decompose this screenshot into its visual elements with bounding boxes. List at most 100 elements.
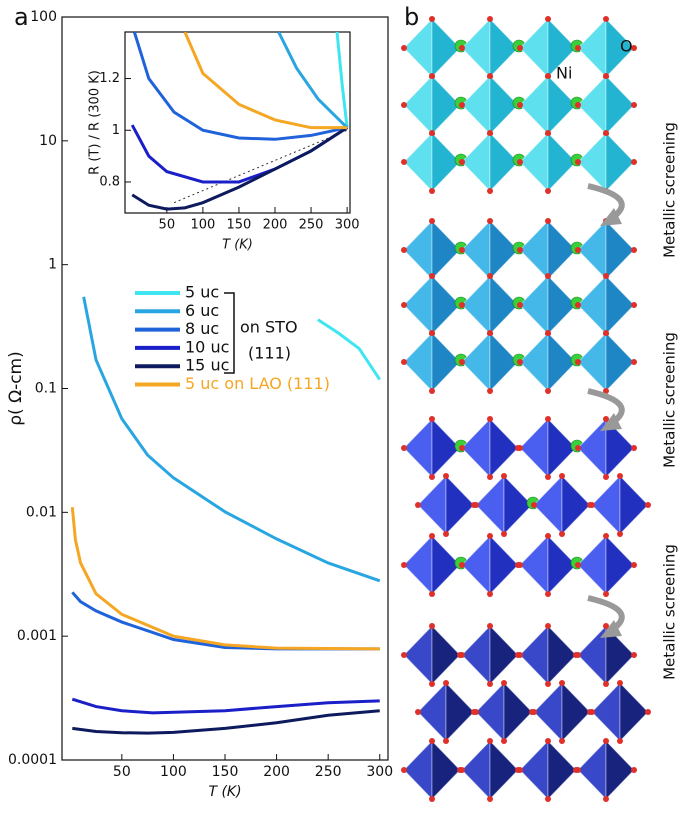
octahedron-face: [403, 624, 433, 686]
oxygen-atom: [531, 502, 537, 508]
octahedron-face: [605, 274, 635, 336]
oxygen-atom: [517, 767, 523, 773]
oxygen-atom: [545, 474, 551, 480]
data-line: [183, 32, 348, 130]
data-line: [82, 296, 381, 583]
oxygen-atom: [517, 45, 523, 51]
oxygen-atom: [575, 652, 581, 658]
oxygen-atom: [429, 388, 435, 394]
octahedron-face: [431, 534, 461, 596]
oxygen-atom: [617, 531, 623, 537]
oxygen-atom: [429, 188, 435, 194]
oxygen-atom: [429, 218, 435, 224]
oxygen-atom: [459, 302, 465, 308]
octahedron-face: [577, 219, 607, 281]
oxygen-atom: [401, 652, 407, 658]
atom-label: Ni: [556, 64, 572, 83]
oxygen-atom: [589, 709, 595, 715]
data-line: [317, 318, 381, 381]
legend-note: on STO: [240, 318, 298, 337]
annotation: Metallic screening: [661, 122, 679, 258]
octahedron-face: [431, 74, 461, 136]
oxygen-atom: [487, 796, 493, 802]
octahedron-face: [561, 474, 591, 536]
data-line: [335, 32, 349, 128]
octahedron-face: [519, 331, 549, 393]
oxygen-atom: [517, 359, 523, 365]
annotation: Metallic screening: [661, 544, 679, 680]
octahedron-face: [577, 417, 607, 479]
octahedron-face: [577, 534, 607, 596]
octahedron-face: [489, 534, 519, 596]
oxygen-atom: [545, 73, 551, 79]
octahedron-face: [489, 331, 519, 393]
oxygen-atom: [575, 247, 581, 253]
octahedron-face: [577, 274, 607, 336]
oxygen-atom: [603, 738, 609, 744]
oxygen-atom: [545, 218, 551, 224]
octahedron-face: [519, 17, 549, 79]
atom-label: O: [620, 37, 633, 56]
octahedron-face: [489, 219, 519, 281]
oxygen-atom: [415, 709, 421, 715]
x-tick-label: 250: [299, 218, 324, 233]
octahedron-face: [519, 131, 549, 193]
octahedron-face: [489, 417, 519, 479]
octahedron-face: [403, 131, 433, 193]
crystal-structure: [401, 16, 651, 802]
oxygen-atom: [473, 709, 479, 715]
octahedron-face: [431, 739, 461, 801]
oxygen-atom: [487, 388, 493, 394]
oxygen-atom: [487, 623, 493, 629]
octahedron-face: [475, 474, 505, 536]
oxygen-atom: [429, 130, 435, 136]
oxygen-atom: [401, 302, 407, 308]
oxygen-atom: [487, 218, 493, 224]
oxygen-atom: [645, 709, 651, 715]
octahedron-face: [591, 681, 621, 743]
oxygen-atom: [631, 652, 637, 658]
octahedron-face: [605, 417, 635, 479]
legend-label: 5 uc on LAO (111): [185, 374, 330, 393]
oxygen-atom: [545, 738, 551, 744]
y-axis-label: ρ( Ω-cm): [6, 351, 26, 426]
oxygen-atom: [429, 623, 435, 629]
arrowhead: [600, 413, 622, 431]
oxygen-atom: [443, 738, 449, 744]
octahedron-face: [461, 131, 491, 193]
oxygen-atom: [429, 273, 435, 279]
oxygen-atom: [575, 159, 581, 165]
octahedron-face: [547, 624, 577, 686]
oxygen-atom: [631, 302, 637, 308]
oxygen-atom: [459, 562, 465, 568]
y-tick-label: 10: [39, 133, 57, 149]
data-line: [277, 32, 349, 129]
oxygen-atom: [429, 330, 435, 336]
octahedron-face: [605, 624, 635, 686]
x-axis-label: T (K): [222, 238, 253, 253]
octahedron-face: [547, 331, 577, 393]
oxygen-atom: [429, 796, 435, 802]
oxygen-atom: [559, 531, 565, 537]
oxygen-atom: [559, 738, 565, 744]
oxygen-atom: [487, 474, 493, 480]
oxygen-atom: [487, 330, 493, 336]
oxygen-atom: [603, 130, 609, 136]
oxygen-atom: [487, 130, 493, 136]
legend-note: (111): [248, 344, 291, 363]
octahedron-face: [403, 74, 433, 136]
octahedron-face: [605, 74, 635, 136]
octahedron-face: [605, 739, 635, 801]
octahedron-face: [489, 131, 519, 193]
oxygen-atom: [429, 416, 435, 422]
oxygen-atom: [459, 159, 465, 165]
arrowhead: [600, 208, 622, 226]
data-line: [173, 129, 348, 204]
oxygen-atom: [429, 73, 435, 79]
data-line: [132, 32, 348, 141]
oxygen-atom: [631, 445, 637, 451]
octahedron-face: [403, 331, 433, 393]
oxygen-atom: [459, 359, 465, 365]
oxygen-atom: [603, 16, 609, 22]
